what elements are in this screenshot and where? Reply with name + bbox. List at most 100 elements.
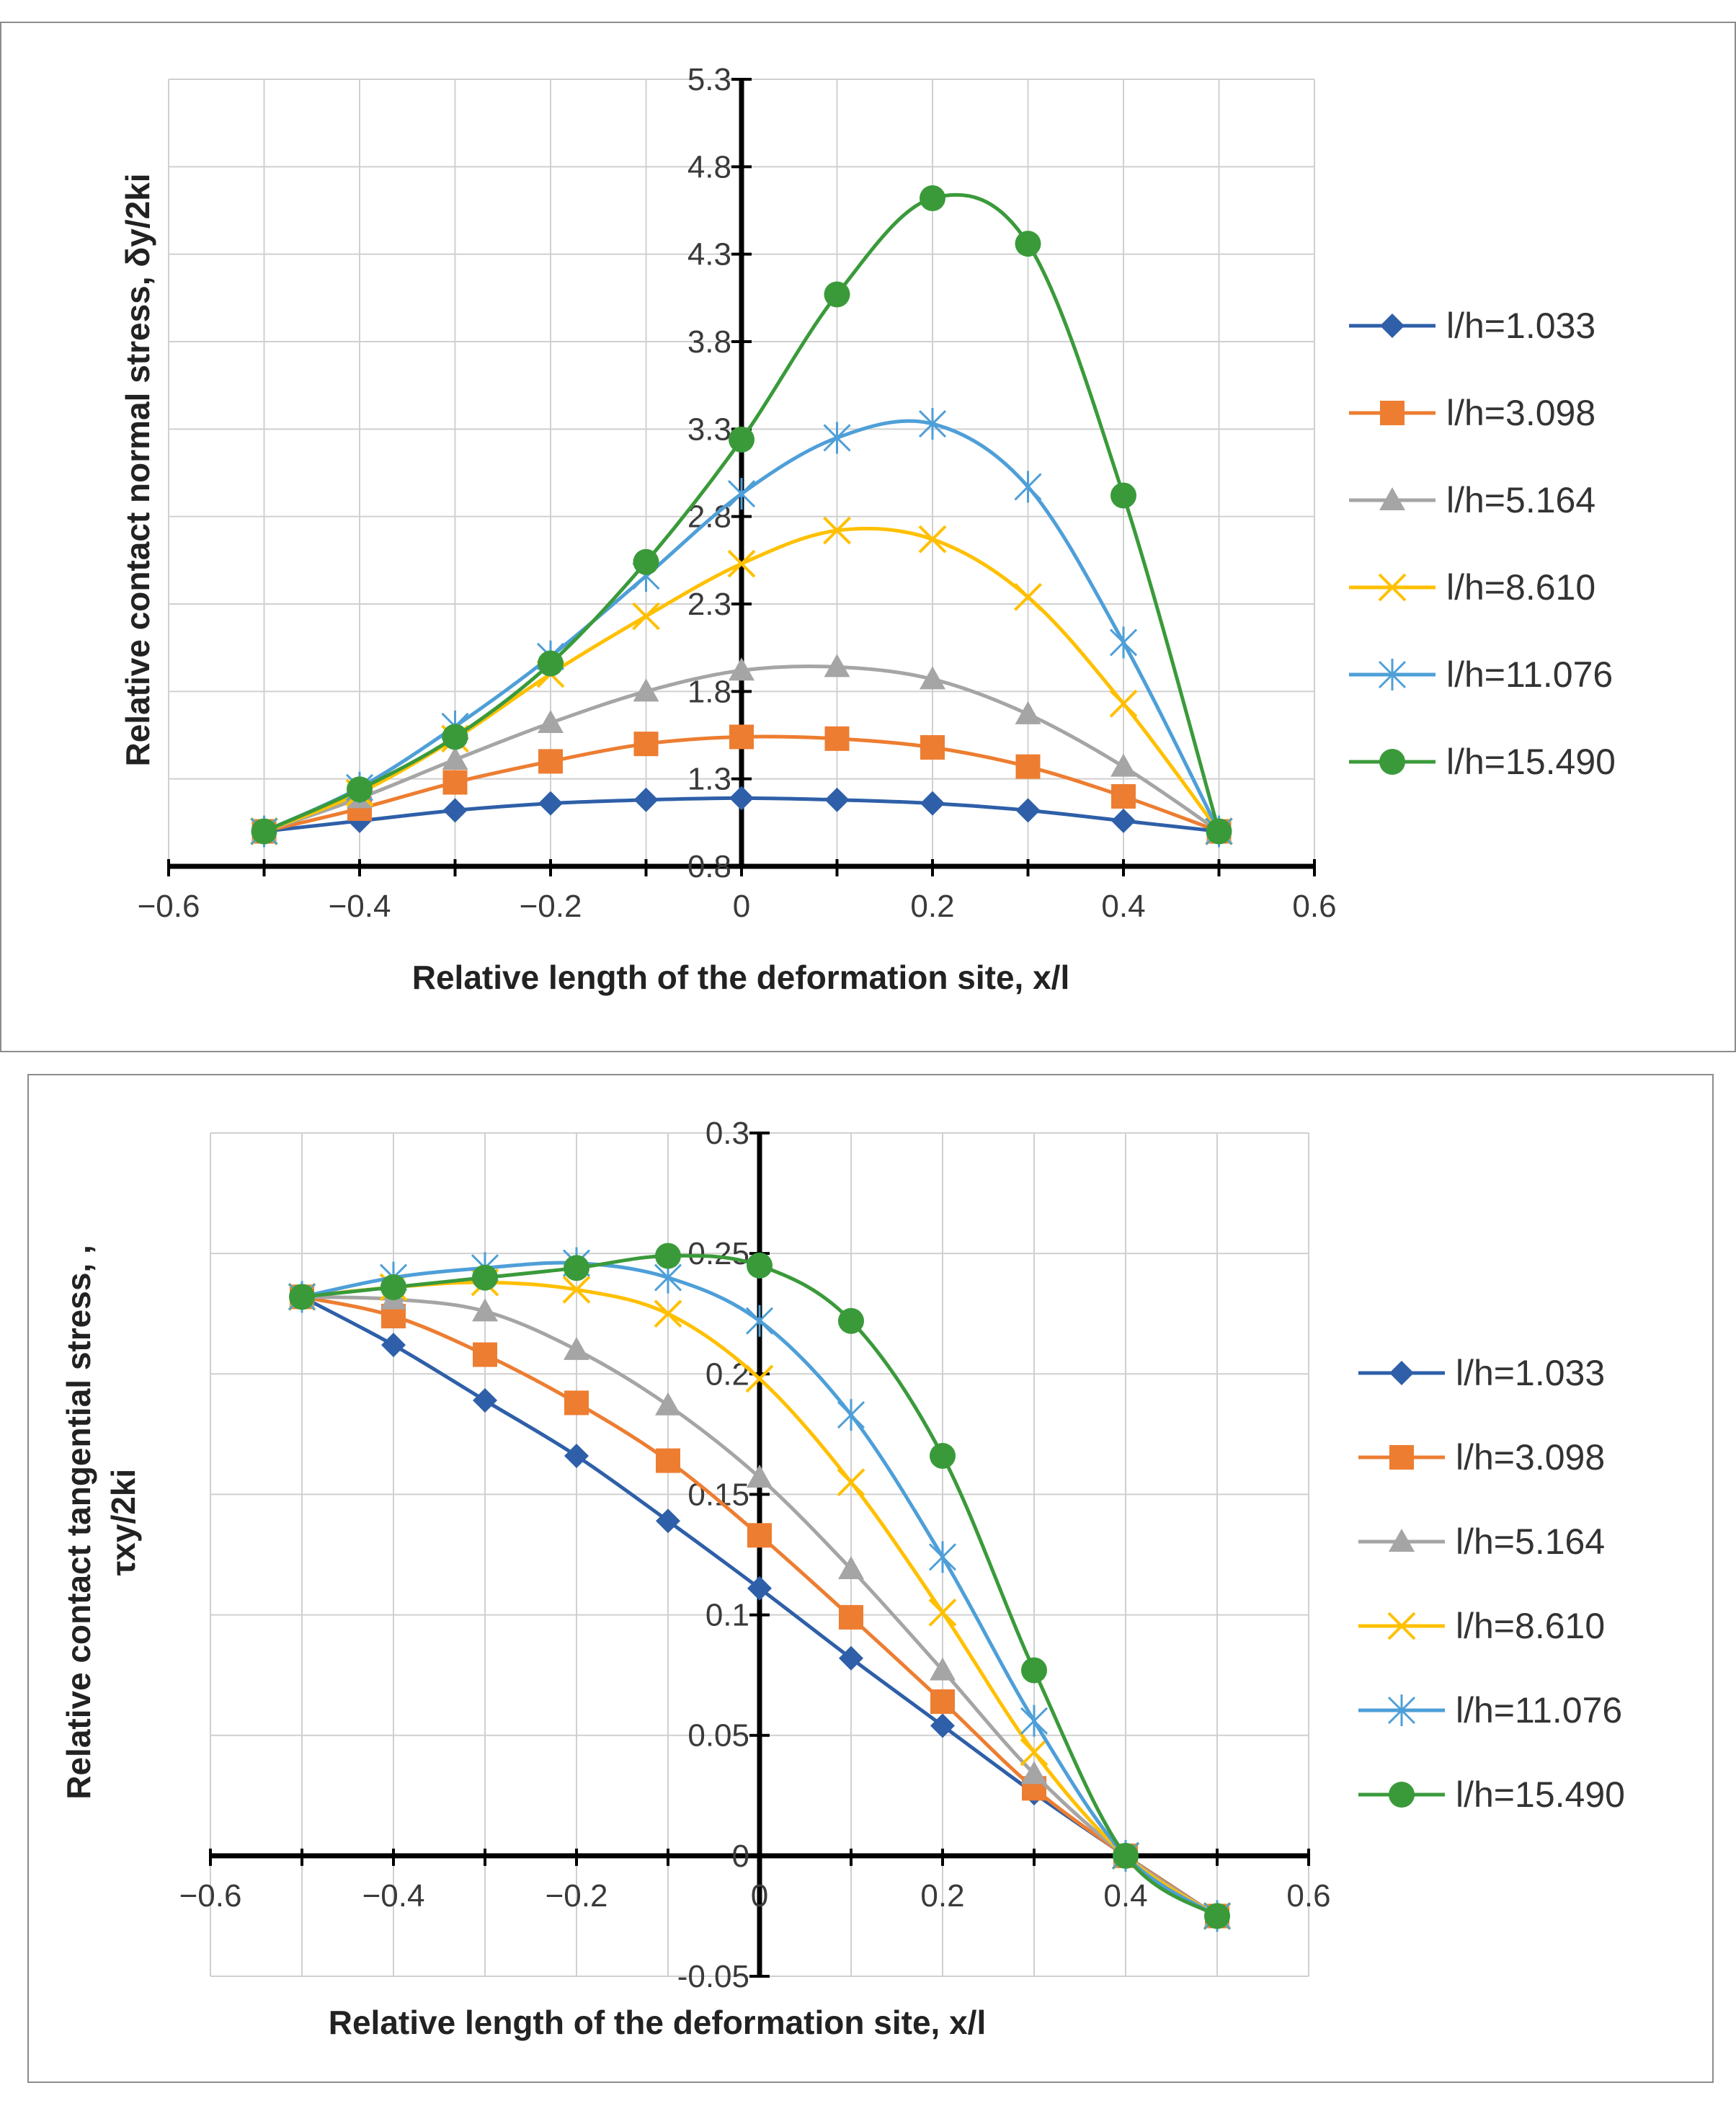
legend-swatch-marker <box>1380 401 1405 425</box>
data-point <box>729 657 755 681</box>
data-point <box>918 408 947 440</box>
data-point <box>729 724 754 750</box>
legend-swatch-marker <box>1389 1529 1415 1552</box>
x-tick-label: 0.2 <box>920 1878 964 1914</box>
y-axis-title-line: τxy/2ki <box>104 1469 142 1576</box>
data-point <box>564 1336 589 1360</box>
data-point <box>1111 808 1136 833</box>
legend-swatch-marker <box>1380 314 1405 338</box>
y-tick-label: 0.3 <box>705 1116 749 1151</box>
data-point <box>381 1333 406 1358</box>
legend-label: l/h=1.033 <box>1446 306 1595 346</box>
chart-panel-tangential-stress: −0.6 −0.4 −0.2 0 0.2 0.4 0.6 -0.05 0 0.05 0.1 0.15 0… <box>27 1074 1714 2083</box>
legend-label: l/h=11.076 <box>1446 654 1613 695</box>
data-point <box>538 710 564 734</box>
legend-swatch-marker <box>1389 1445 1414 1470</box>
data-point <box>930 1713 955 1738</box>
data-point <box>1204 1903 1230 1929</box>
data-point <box>824 726 850 751</box>
data-point <box>472 1264 498 1291</box>
data-point <box>442 770 468 795</box>
data-point <box>838 1307 864 1334</box>
data-point <box>920 666 945 690</box>
data-point <box>1015 231 1041 257</box>
data-point <box>1021 1657 1047 1684</box>
x-tick-label: −0.2 <box>546 1878 608 1914</box>
x-tick-label: −0.4 <box>329 889 391 924</box>
data-point <box>1109 689 1138 718</box>
legend-swatch-marker <box>1389 1782 1415 1808</box>
data-point <box>824 787 850 812</box>
y-tick-label: -0.05 <box>677 1959 749 1994</box>
data-point <box>633 678 659 702</box>
data-point <box>920 185 945 212</box>
legend-label: l/h=1.033 <box>1456 1353 1605 1393</box>
legend-swatch-marker <box>1379 749 1405 775</box>
x-tick-label: 0.4 <box>1101 889 1145 924</box>
data-point <box>1014 582 1042 611</box>
series-line <box>301 1294 1219 1918</box>
data-point <box>562 1275 591 1304</box>
data-point <box>564 1443 589 1468</box>
normal-stress-chart: −0.6 −0.4 −0.2 0 0.2 0.4 0.60.81.31.82.32.83.3… <box>119 62 1616 996</box>
data-point <box>442 724 468 750</box>
data-point <box>1109 626 1138 659</box>
data-point <box>823 422 851 454</box>
data-point <box>1020 1705 1049 1737</box>
data-point <box>472 1298 498 1322</box>
data-point <box>1113 1842 1139 1869</box>
data-point <box>928 1541 957 1573</box>
x-tick-label: 0 <box>733 889 750 924</box>
legend-swatch-marker <box>1378 573 1407 602</box>
legend-swatch-marker <box>1379 487 1405 510</box>
data-point <box>251 818 277 845</box>
y-tick-label: 4.8 <box>687 149 731 185</box>
data-point <box>633 548 659 575</box>
x-tick-label: −0.2 <box>520 889 582 924</box>
y-tick-label: 0.25 <box>687 1236 749 1271</box>
data-point <box>747 1523 772 1548</box>
y-tick-label: 3.3 <box>687 412 731 447</box>
legend-label: l/h=15.490 <box>1446 742 1616 782</box>
y-tick-label: 0.05 <box>687 1718 749 1754</box>
data-point <box>654 1299 682 1328</box>
legend-label: l/h=8.610 <box>1446 567 1595 608</box>
x-tick-label: 0.6 <box>1292 889 1336 924</box>
data-point <box>1110 753 1136 777</box>
data-point <box>538 749 563 774</box>
data-point <box>442 798 468 823</box>
data-point <box>727 549 756 578</box>
data-point <box>538 791 563 816</box>
data-point <box>745 1305 774 1337</box>
data-point <box>928 1598 957 1627</box>
legend-label: l/h=11.076 <box>1456 1690 1622 1730</box>
data-point <box>442 746 468 770</box>
data-point <box>920 734 945 760</box>
data-point <box>633 787 659 812</box>
tangential-stress-chart: −0.6 −0.4 −0.2 0 0.2 0.4 0.6-0.0500.050.10.150… <box>60 1116 1625 2041</box>
y-tick-label: 2.3 <box>687 587 731 622</box>
data-point <box>1015 701 1041 724</box>
data-point <box>347 776 373 803</box>
data-point <box>538 650 564 677</box>
data-point <box>1111 783 1136 809</box>
data-point <box>930 1689 955 1714</box>
data-point <box>727 478 756 510</box>
data-point <box>745 1364 774 1393</box>
data-point <box>1021 1761 1047 1785</box>
y-tick-label: 4.3 <box>687 237 731 272</box>
data-point <box>837 1399 865 1431</box>
legend-label: l/h=8.610 <box>1456 1606 1605 1646</box>
data-point <box>1020 1738 1049 1767</box>
data-point <box>655 1243 681 1269</box>
data-point <box>1206 818 1232 845</box>
x-tick-label: −0.6 <box>179 1878 242 1914</box>
data-point <box>838 1556 864 1580</box>
x-tick-label: 0 <box>751 1878 768 1914</box>
data-point <box>729 426 755 453</box>
data-point <box>920 791 945 816</box>
x-tick-label: −0.4 <box>362 1878 425 1914</box>
data-point <box>633 732 659 757</box>
legend-swatch-marker <box>1387 1694 1416 1726</box>
y-tick-label: 1.3 <box>687 762 731 797</box>
